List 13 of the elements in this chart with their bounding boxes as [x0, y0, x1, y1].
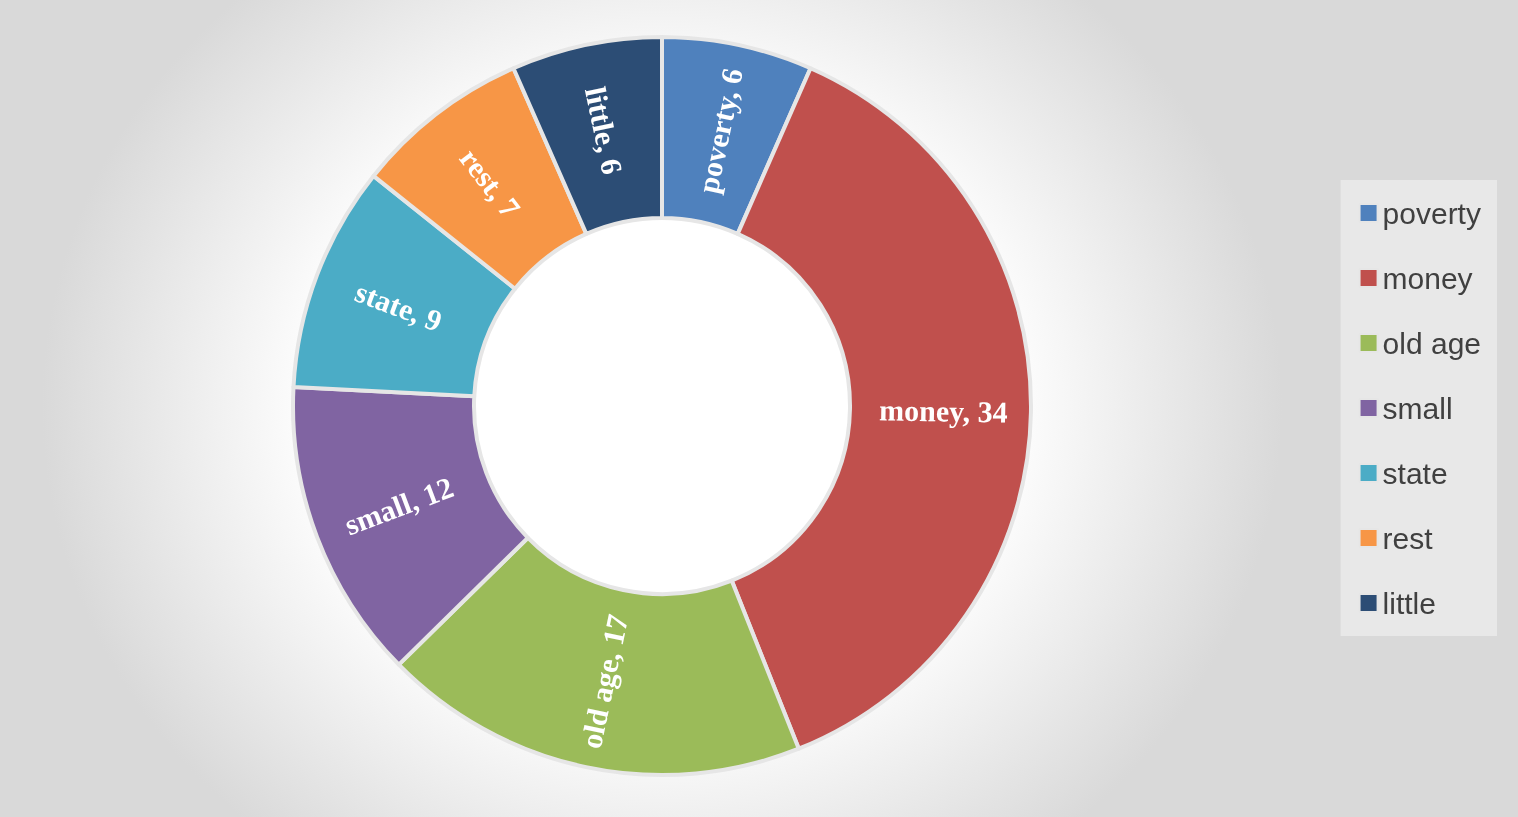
- data-label: small, 12: [339, 470, 458, 542]
- data-label: money, 34: [879, 393, 1008, 429]
- legend-label: rest: [1382, 521, 1434, 555]
- data-label: poverty, 6: [690, 65, 750, 196]
- data-label: state, 9: [350, 274, 447, 338]
- legend-label: money: [1382, 261, 1473, 295]
- legend-label: state: [1382, 456, 1448, 490]
- data-label: little, 6: [578, 83, 630, 178]
- data-label: old age, 17: [573, 611, 635, 752]
- legend-label: small: [1382, 391, 1453, 425]
- legend-label: little: [1382, 586, 1436, 620]
- legend-label: poverty: [1382, 196, 1481, 230]
- legend-label: old age: [1382, 326, 1482, 360]
